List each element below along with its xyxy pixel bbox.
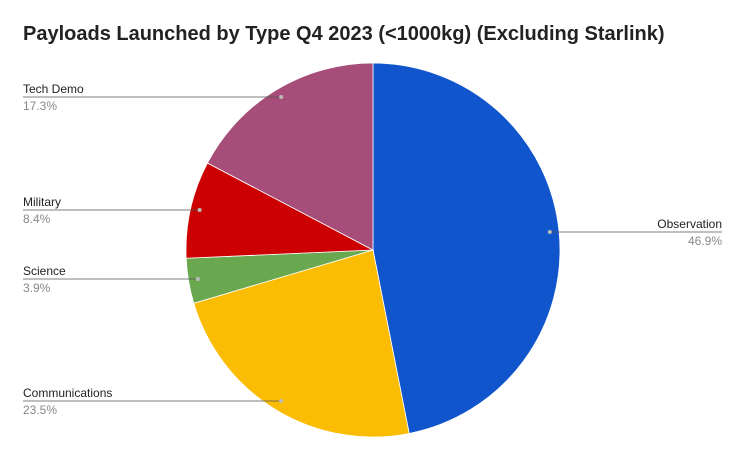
slice-percent-military: 8.4% [23,212,51,226]
leader-dot-communications [279,399,284,403]
slice-label-tech-demo: Tech Demo [23,82,84,96]
slice-label-communications: Communications [23,386,112,400]
leader-dot-observation [547,230,552,234]
slice-label-science: Science [23,264,66,278]
slice-label-observation: Observation [657,217,722,231]
pie-slices [185,62,561,438]
chart-title: Payloads Launched by Type Q4 2023 (<1000… [23,23,665,45]
slice-labels: Observation 46.9% Communications 23.5% Scien… [23,82,722,417]
pie-slice-tech-demo [206,62,374,251]
slice-percent-observation: 46.9% [688,234,722,248]
slice-label-military: Military [23,195,61,209]
slice-percent-tech-demo: 17.3% [23,99,57,113]
leader-dot-tech-demo [279,95,284,99]
slice-percent-communications: 23.5% [23,403,57,417]
leader-dot-science [195,277,200,281]
leader-dot-military [197,208,202,212]
slice-percent-science: 3.9% [23,281,51,295]
pie-slice-observation [372,62,561,434]
pie-slice-military [185,162,375,259]
pie-slice-communications [193,249,410,438]
